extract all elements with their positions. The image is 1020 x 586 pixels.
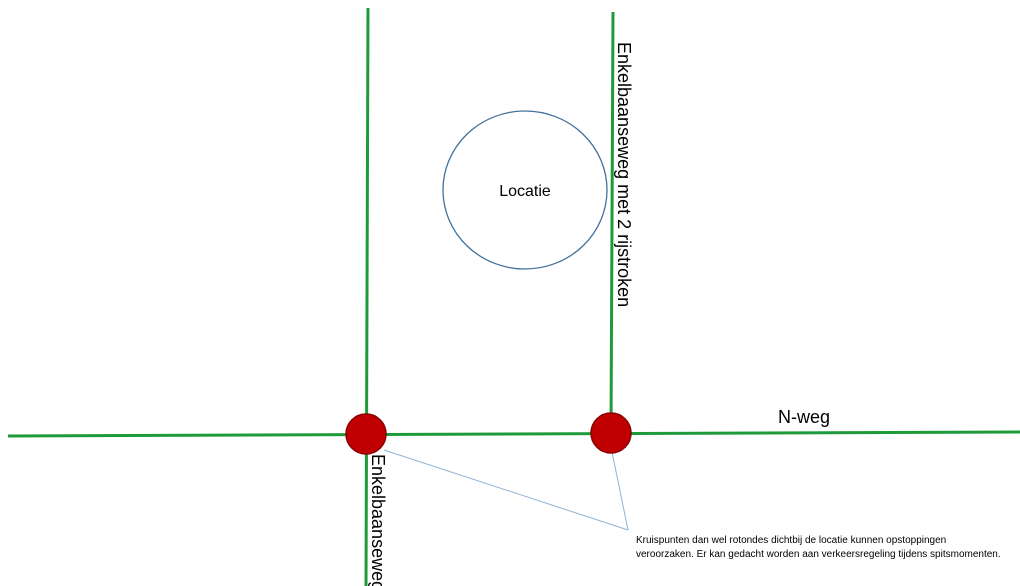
east-road — [609, 11, 615, 433]
east-road-label: Enkelbaanseweg met 2 rijstroken — [614, 42, 634, 307]
main-road — [7, 430, 1020, 438]
junction-west — [345, 413, 387, 455]
west-road-label: Enkelbaanseweg — [368, 454, 388, 586]
location-label: Locatie — [499, 183, 551, 200]
callout-line-west — [383, 449, 629, 531]
junction-east — [590, 412, 632, 454]
west-road — [364, 7, 370, 586]
main-road-label: N-weg — [778, 407, 830, 427]
junction-note: Kruispunten dan wel rotondes dichtbij de… — [636, 535, 1001, 560]
callout-line-east — [611, 451, 629, 531]
location-circle — [442, 110, 608, 270]
